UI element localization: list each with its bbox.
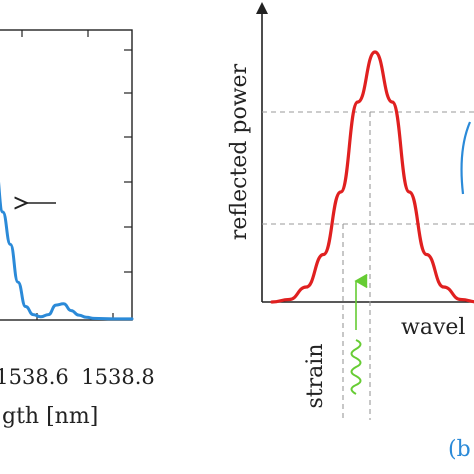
reflection-peak-line (270, 50, 474, 304)
x-axis-title: wavel (401, 315, 465, 340)
right-panel: reflected power wavel strain (b (227, 2, 474, 462)
strain-label: strain (303, 344, 328, 409)
x-tick-label-1538-6: 1538.6 (0, 365, 69, 389)
strain-wave-icon (350, 339, 362, 395)
x-tick-label-1538-8: 1538.8 (81, 365, 154, 389)
partial-blue-curve (460, 121, 472, 195)
left-panel: 1538.6 1538.8 gth [nm] (0, 29, 155, 429)
spectrum-line (0, 181, 134, 321)
left-x-axis-title: gth [nm] (2, 404, 98, 429)
panel-label: (b (448, 437, 471, 462)
guide-lines (262, 111, 474, 420)
left-top-axis-ticks (21, 30, 89, 37)
left-right-axis-ticks (124, 49, 132, 273)
y-axis-title: reflected power (227, 63, 252, 240)
left-plot-frame (0, 29, 133, 321)
y-axis-arrowhead (256, 2, 268, 14)
